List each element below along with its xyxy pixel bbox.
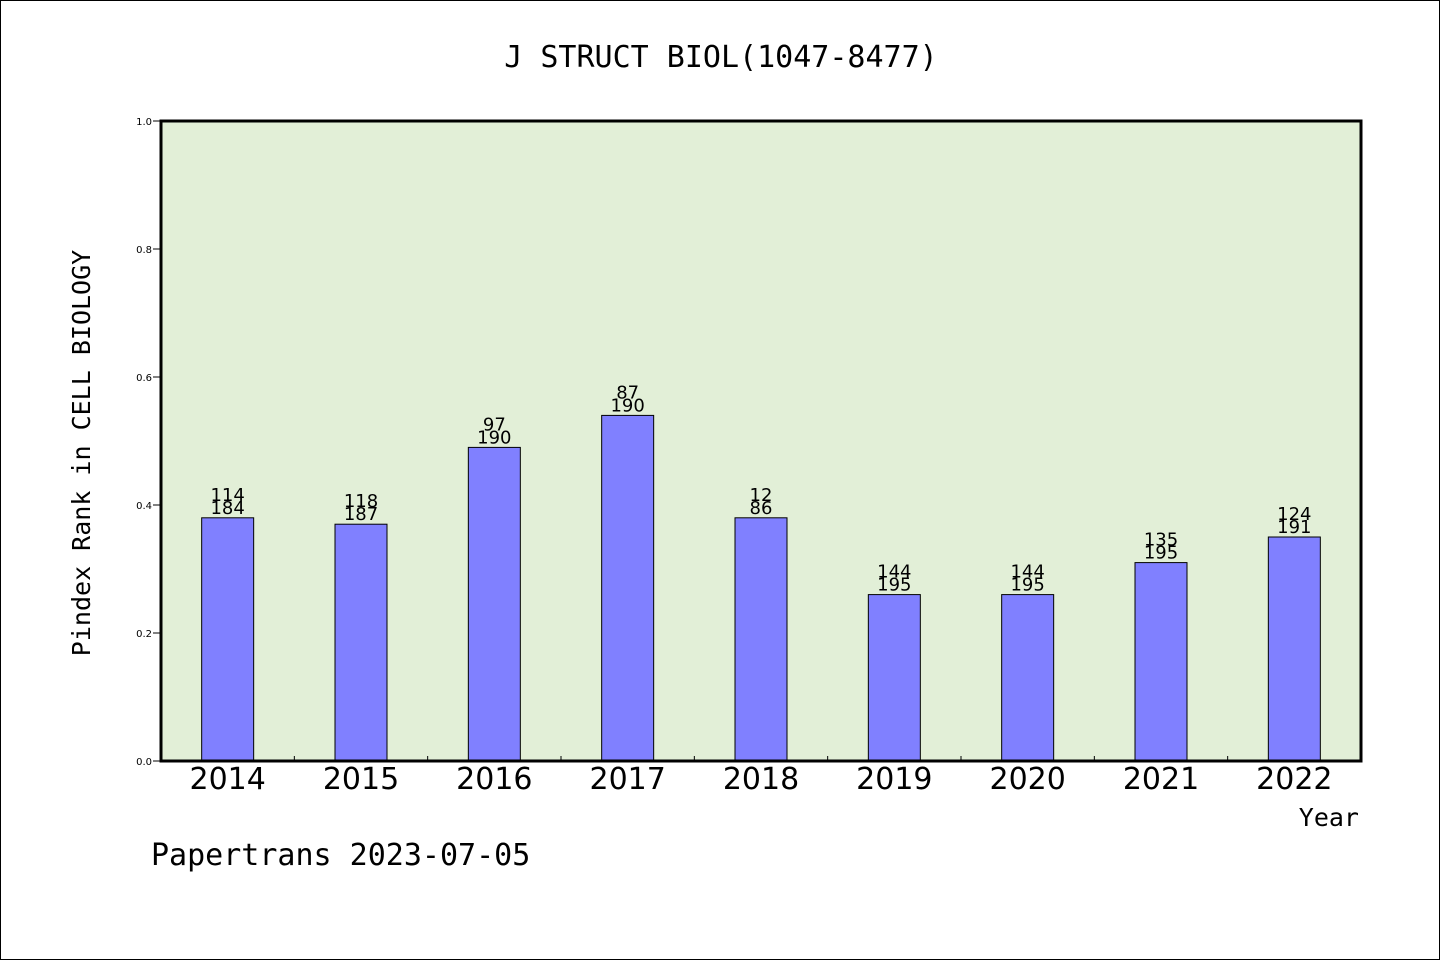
bar-rank-label: 114 [210,485,244,506]
bar-2019 [867,594,921,762]
bar-total-label: 190 [610,395,644,416]
bar-rank-label: 118 [344,491,378,512]
bar-total-label: 184 [210,498,244,519]
y-axis-ticks: 0.0 0.2 0.4 0.6 0.8 1.0 [136,117,161,768]
bar-rank-label: 97 [483,414,506,435]
chart-title: J STRUCT BIOL(1047-8477) [504,40,937,75]
bar-rank-label: 87 [616,382,639,403]
bar-total-label: 191 [1277,517,1311,538]
bars [201,414,1321,762]
x-tick-label: 2017 [589,762,665,797]
x-axis-ticks: 2014 2015 2016 2017 2018 2019 2020 2021 2022 [189,756,1333,797]
x-axis-label: Year [1299,803,1359,832]
bar-2022 [1267,536,1321,762]
bar-total-label: 86 [750,498,773,519]
bar-rank-label: 144 [1010,562,1044,583]
bar-total-label: 195 [1010,575,1044,596]
x-tick-label: 2015 [323,762,399,797]
bar-2015 [334,523,388,762]
x-tick-label: 2014 [189,762,265,797]
x-tick-label: 2022 [1256,762,1332,797]
bar-rank-label: 12 [750,485,773,506]
x-tick-label: 2016 [456,762,532,797]
y-tick-label: 0.8 [136,245,152,256]
x-tick-label: 2018 [723,762,799,797]
x-tick-label: 2020 [989,762,1065,797]
y-tick-label: 0.6 [136,373,152,384]
y-tick-label: 1.0 [136,117,152,128]
x-tick-label: 2021 [1123,762,1199,797]
bar-total-label: 187 [344,504,378,525]
bar-2021 [1134,562,1188,762]
bar-rank-label: 124 [1277,504,1311,525]
bar-rank-label: 135 [1144,530,1178,551]
plot-border [159,119,1363,763]
footer-credit: Papertrans 2023-07-05 [151,838,530,873]
x-tick-label: 2019 [856,762,932,797]
bar-total-label: 195 [877,575,911,596]
y-tick-label: 0.4 [136,501,152,512]
bar-2017 [601,414,655,762]
y-tick-label: 0.0 [136,757,152,768]
bar-2016 [467,446,521,762]
bar-2020 [1001,594,1055,762]
bar-total-label: 195 [1144,543,1178,564]
y-tick-label: 0.2 [136,629,152,640]
bar-rank-label: 144 [877,562,911,583]
bar-total-label: 190 [477,427,511,448]
y-axis-label: Pindex Rank in CELL BIOLOGY [67,250,96,656]
bar-2014 [201,517,255,762]
bar-2018 [734,517,788,762]
